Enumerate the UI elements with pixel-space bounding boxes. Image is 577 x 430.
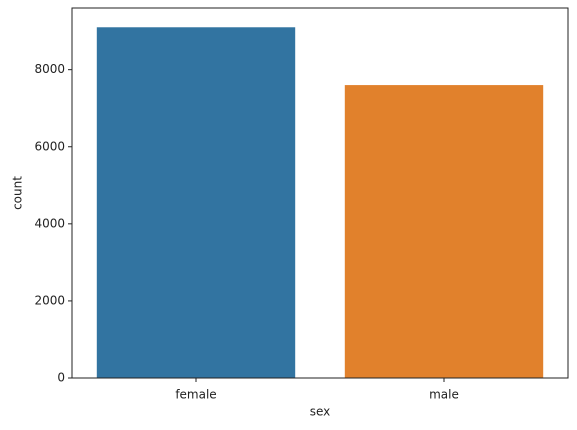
x-tick-label: female	[175, 388, 216, 402]
y-tick-label: 6000	[34, 139, 65, 153]
x-axis-label: sex	[310, 405, 331, 419]
bar	[96, 27, 296, 378]
x-tick-label: male	[429, 388, 459, 402]
y-tick-label: 0	[57, 371, 65, 385]
plot-frame	[71, 7, 569, 379]
y-axis-label: count	[11, 176, 25, 210]
bar	[344, 85, 544, 378]
y-tick-label: 8000	[34, 62, 65, 76]
y-tick-label: 2000	[34, 293, 65, 307]
y-tick-label: 4000	[34, 216, 65, 230]
